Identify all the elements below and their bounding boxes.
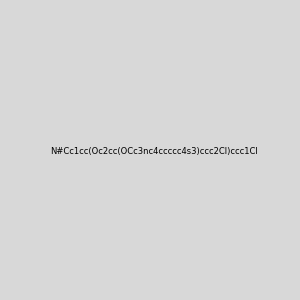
- Text: N#Cc1cc(Oc2cc(OCc3nc4ccccc4s3)ccc2Cl)ccc1Cl: N#Cc1cc(Oc2cc(OCc3nc4ccccc4s3)ccc2Cl)ccc…: [50, 147, 258, 156]
